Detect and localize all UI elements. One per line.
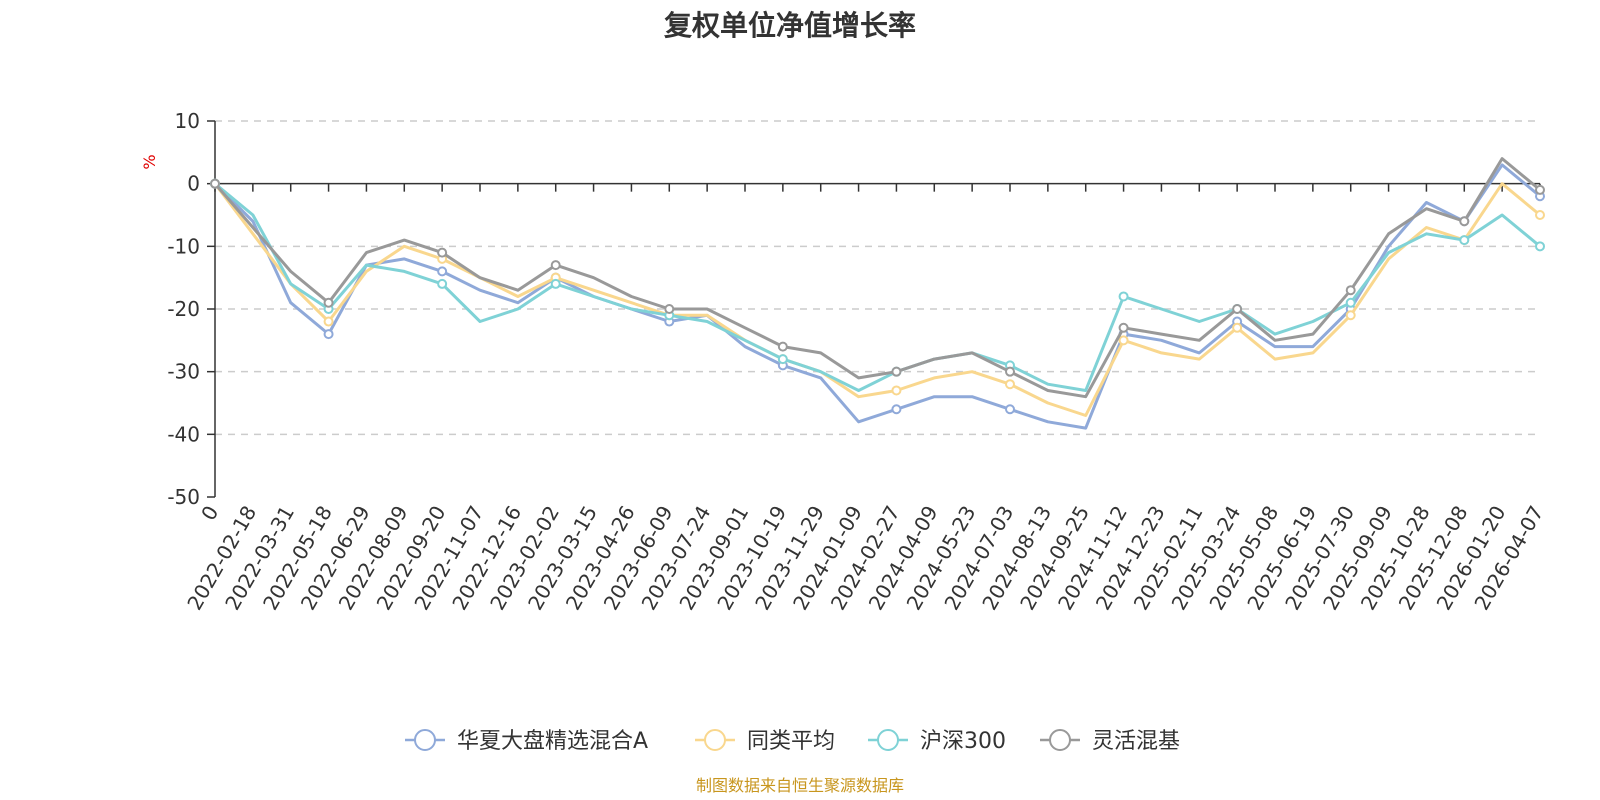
- data-point: [891, 385, 902, 396]
- series-line: [214, 182, 1541, 392]
- data-point: [1459, 216, 1470, 227]
- data-point: [1345, 310, 1356, 321]
- series-3: [210, 178, 1545, 392]
- legend-marker: [414, 729, 436, 751]
- data-point: [1118, 322, 1129, 333]
- data-point: [1345, 297, 1356, 308]
- data-point: [1535, 241, 1545, 252]
- y-tick-label: 0: [187, 172, 200, 196]
- legend-label: 同类平均: [747, 729, 835, 754]
- data-point: [550, 260, 561, 271]
- data-point: [1005, 404, 1015, 415]
- data-point: [437, 266, 448, 277]
- legend-label: 灵活混基: [1092, 729, 1180, 754]
- data-point: [437, 278, 448, 289]
- data-source-note: 制图数据来自恒生聚源数据库: [696, 776, 904, 795]
- y-tick-label: -50: [167, 485, 200, 509]
- data-point: [1005, 379, 1015, 390]
- data-point: [210, 178, 220, 189]
- data-point: [891, 366, 902, 377]
- data-point: [1118, 291, 1129, 302]
- data-point: [891, 404, 902, 415]
- data-point: [664, 304, 675, 314]
- y-axis-unit: %: [140, 154, 159, 169]
- data-point: [323, 329, 334, 340]
- legend-marker: [704, 729, 726, 751]
- data-point: [1535, 184, 1545, 195]
- series-lines: [210, 157, 1545, 430]
- y-tick-label: 10: [175, 109, 200, 133]
- data-point: [323, 316, 334, 327]
- y-tick-label: -40: [167, 422, 200, 446]
- data-point: [1535, 210, 1545, 220]
- legend-label: 沪深300: [920, 729, 1006, 754]
- y-tick-label: -20: [167, 297, 200, 321]
- chart-title: 复权单位净值增长率: [664, 9, 916, 42]
- data-point: [777, 341, 788, 352]
- data-point: [1345, 285, 1356, 296]
- legend-marker: [1049, 729, 1071, 751]
- data-point: [777, 354, 788, 365]
- data-point: [1118, 335, 1129, 346]
- data-point: [1005, 366, 1015, 377]
- data-point: [550, 278, 561, 289]
- series-4: [210, 157, 1545, 399]
- legend-marker: [877, 729, 899, 751]
- series-line: [213, 157, 1541, 399]
- y-tick-label: -30: [167, 360, 200, 384]
- legend-label: 华夏大盘精选混合A: [457, 729, 648, 754]
- y-tick-label: -10: [167, 234, 200, 258]
- data-point: [437, 247, 448, 258]
- data-point: [1459, 235, 1470, 246]
- series-line: [213, 182, 1541, 417]
- grid-lines: [215, 120, 1540, 436]
- legend: 华夏大盘精选混合A 同类平均 沪深300 灵活混基: [405, 729, 1180, 754]
- axes: 100-10-20-30-40-5002022-02-182022-03-312…: [167, 109, 1548, 614]
- data-point: [323, 297, 334, 308]
- data-point: [1232, 304, 1243, 314]
- data-point: [1232, 322, 1243, 333]
- series-line: [213, 163, 1541, 430]
- x-tick-label: 0: [196, 502, 223, 525]
